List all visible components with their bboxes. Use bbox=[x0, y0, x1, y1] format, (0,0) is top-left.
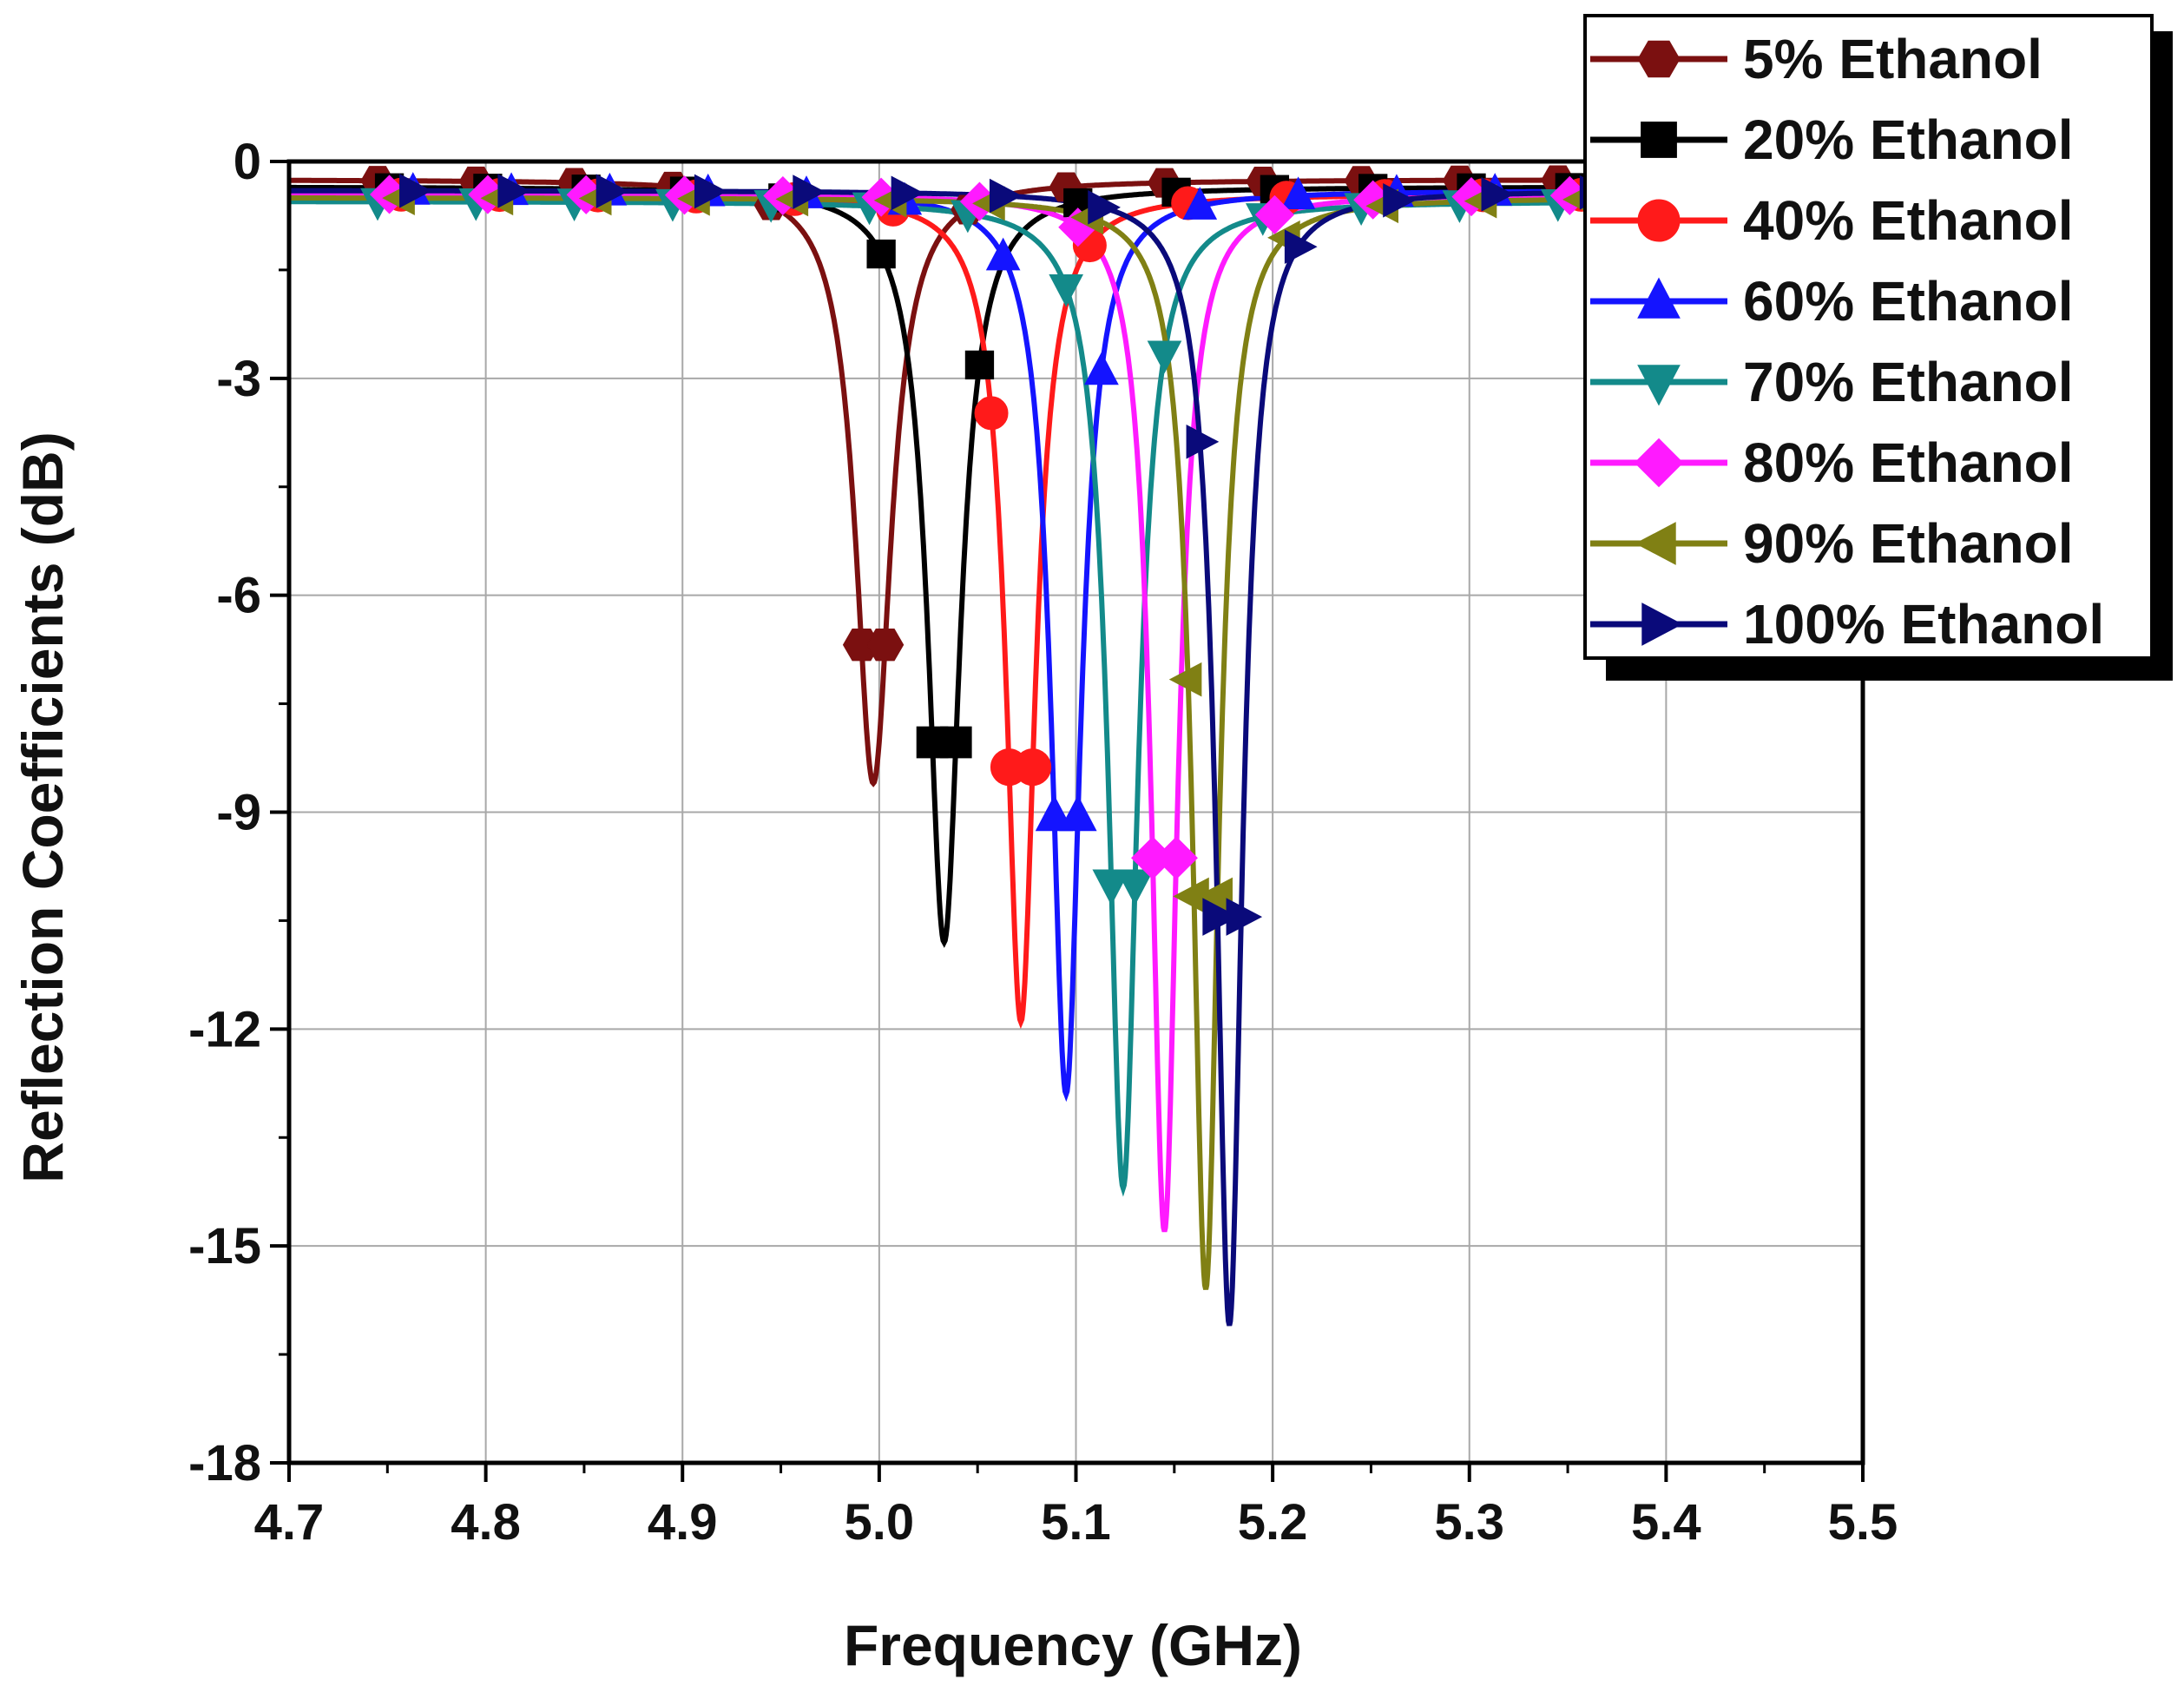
series-line bbox=[289, 188, 1667, 1103]
x-tick-label: 5.2 bbox=[1238, 1494, 1308, 1551]
data-point bbox=[1226, 898, 1263, 936]
data-point bbox=[842, 629, 881, 662]
data-point bbox=[1637, 199, 1681, 242]
legend-item: 40% Ethanol bbox=[1590, 189, 2074, 252]
x-tick-label: 4.8 bbox=[451, 1494, 521, 1551]
legend-item: 60% Ethanol bbox=[1590, 270, 2074, 333]
data-point bbox=[1641, 122, 1677, 158]
data-point bbox=[1637, 365, 1681, 406]
y-tick-label: -18 bbox=[188, 1435, 261, 1492]
data-point bbox=[1168, 662, 1202, 697]
legend-items: 5% Ethanol 20% Ethanol 40% Ethanol 60% Etha… bbox=[1590, 28, 2104, 655]
legend-item: 100% Ethanol bbox=[1590, 593, 2104, 655]
series-markers bbox=[360, 165, 1674, 936]
y-tick-label: -3 bbox=[216, 351, 261, 407]
data-point bbox=[1035, 794, 1074, 832]
data-point bbox=[974, 396, 1009, 431]
y-tick-label: 0 bbox=[234, 134, 261, 190]
legend-label: 80% Ethanol bbox=[1743, 431, 2074, 494]
axis-ticks: 4.7 4.8 4.9 5.0 5.1 5.2 5.3 5.4 5.5 0 -3 -6 -9 -12 -15… bbox=[188, 134, 1898, 1551]
data-point bbox=[1481, 177, 1515, 212]
data-point bbox=[1635, 522, 1676, 565]
data-point bbox=[694, 174, 727, 209]
series-line bbox=[289, 192, 1667, 1030]
legend-label: 60% Ethanol bbox=[1743, 270, 2074, 333]
x-tick-label: 5.4 bbox=[1631, 1494, 1701, 1551]
legend-item: 90% Ethanol bbox=[1590, 512, 2074, 575]
data-point bbox=[1088, 189, 1121, 225]
series-line bbox=[289, 199, 1667, 1197]
data-point bbox=[1014, 748, 1052, 787]
grid bbox=[289, 161, 1863, 1463]
data-point bbox=[891, 175, 924, 211]
data-point bbox=[1634, 438, 1684, 488]
x-tick-label: 5.1 bbox=[1041, 1494, 1111, 1551]
data-point bbox=[1084, 352, 1119, 385]
data-point bbox=[1202, 898, 1239, 936]
minor-ticks bbox=[279, 268, 1766, 1473]
legend-item: 20% Ethanol bbox=[1590, 109, 2074, 171]
legend-item: 5% Ethanol bbox=[1590, 28, 2043, 90]
x-tick-label: 5.3 bbox=[1434, 1494, 1504, 1551]
y-tick-label: -9 bbox=[216, 785, 261, 841]
series-line bbox=[289, 191, 1667, 1233]
data-point bbox=[1641, 603, 1683, 646]
legend-item: 70% Ethanol bbox=[1590, 351, 2074, 413]
data-point bbox=[1154, 836, 1198, 880]
data-point bbox=[1383, 182, 1416, 218]
legend-label: 100% Ethanol bbox=[1743, 593, 2104, 655]
data-point bbox=[964, 350, 995, 380]
y-tick-label: -6 bbox=[216, 568, 261, 624]
data-point bbox=[1092, 869, 1131, 905]
data-point bbox=[1049, 273, 1083, 307]
x-tick-label: 4.9 bbox=[648, 1494, 718, 1551]
data-point bbox=[1254, 194, 1294, 234]
data-point bbox=[1637, 40, 1681, 78]
data-point bbox=[793, 175, 826, 209]
y-tick-label: -12 bbox=[188, 1001, 261, 1057]
series-line bbox=[289, 177, 1667, 787]
x-tick-label: 4.7 bbox=[254, 1494, 325, 1551]
data-point bbox=[1058, 794, 1097, 832]
y-axis-label: Reflection Coefficients (dB) bbox=[10, 431, 75, 1182]
legend-item: 80% Ethanol bbox=[1590, 431, 2074, 494]
data-point bbox=[1147, 340, 1182, 374]
data-point bbox=[1115, 869, 1154, 905]
x-tick-label: 5.0 bbox=[845, 1494, 915, 1551]
x-tick-label: 5.5 bbox=[1828, 1494, 1898, 1551]
data-point bbox=[939, 726, 972, 759]
legend-label: 70% Ethanol bbox=[1743, 351, 2074, 413]
y-tick-label: -15 bbox=[188, 1218, 261, 1274]
legend-label: 90% Ethanol bbox=[1743, 512, 2074, 575]
x-axis-label: Frequency (GHz) bbox=[844, 1613, 1302, 1677]
data-point bbox=[399, 173, 432, 208]
legend-label: 5% Ethanol bbox=[1743, 28, 2043, 90]
data-point bbox=[1637, 277, 1681, 319]
data-point bbox=[1182, 187, 1218, 220]
legend-label: 40% Ethanol bbox=[1743, 189, 2074, 252]
data-point bbox=[989, 178, 1023, 214]
data-point bbox=[497, 174, 531, 208]
data-point bbox=[1186, 425, 1220, 459]
data-point bbox=[985, 237, 1021, 271]
data-point bbox=[595, 174, 629, 208]
legend-box bbox=[1583, 14, 2154, 660]
data-point bbox=[866, 239, 896, 269]
legend: 5% Ethanol 20% Ethanol 40% Ethanol 60% Etha… bbox=[1583, 14, 2173, 681]
data-point bbox=[1284, 229, 1318, 265]
legend-label: 20% Ethanol bbox=[1743, 109, 2074, 171]
data-point bbox=[866, 629, 905, 662]
series-line bbox=[289, 184, 1667, 948]
data-point bbox=[1280, 176, 1316, 210]
